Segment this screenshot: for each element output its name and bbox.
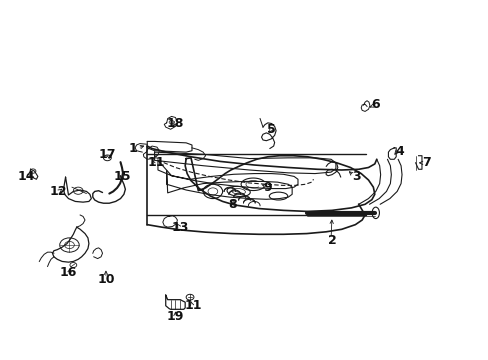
Text: 10: 10	[97, 273, 115, 286]
Text: 11: 11	[147, 156, 164, 169]
Text: 9: 9	[263, 181, 272, 194]
Text: 8: 8	[227, 198, 236, 211]
Text: 15: 15	[113, 170, 130, 183]
Text: 4: 4	[395, 145, 404, 158]
Text: 3: 3	[351, 170, 360, 183]
Text: 17: 17	[99, 148, 116, 162]
Text: 7: 7	[422, 156, 430, 169]
Text: 16: 16	[60, 266, 77, 279]
Text: 1: 1	[128, 142, 137, 155]
Text: 14: 14	[18, 170, 35, 183]
Text: 5: 5	[266, 123, 275, 136]
Text: 19: 19	[166, 310, 184, 323]
Text: 12: 12	[50, 185, 67, 198]
Text: 11: 11	[184, 299, 202, 312]
Text: 6: 6	[371, 99, 379, 112]
Text: 18: 18	[166, 117, 184, 130]
Text: 13: 13	[171, 221, 189, 234]
Text: 2: 2	[327, 234, 336, 247]
